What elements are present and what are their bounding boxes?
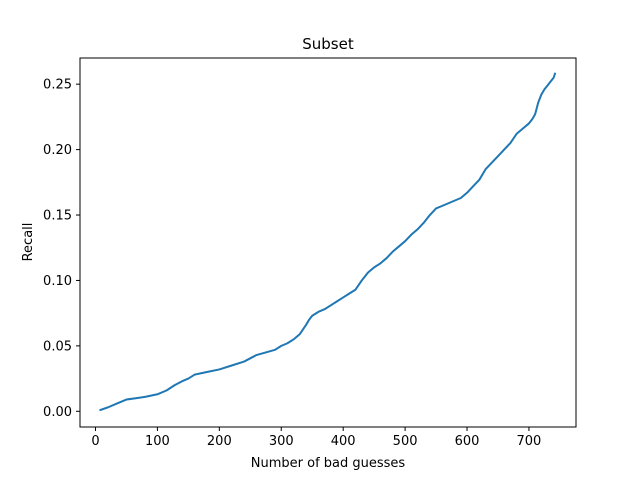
x-tick-label: 400 bbox=[331, 434, 356, 449]
y-axis-label: Recall bbox=[21, 223, 36, 262]
y-axis-ticks: 0.00 0.05 0.10 0.15 0.20 0.25 bbox=[43, 78, 80, 420]
y-tick-label: 0.00 bbox=[43, 405, 72, 420]
x-tick-label: 0 bbox=[91, 434, 99, 449]
y-tick-label: 0.10 bbox=[43, 274, 72, 289]
series-line bbox=[99, 72, 557, 412]
plot-area bbox=[79, 57, 577, 428]
y-tick-label: 0.05 bbox=[43, 339, 72, 354]
x-tick-label: 700 bbox=[517, 434, 542, 449]
x-tick-label: 100 bbox=[145, 434, 170, 449]
chart-title: Subset bbox=[302, 35, 354, 53]
x-tick-label: 500 bbox=[393, 434, 418, 449]
x-axis-ticks: 0 100 200 300 400 500 600 700 bbox=[91, 427, 541, 449]
x-tick-label: 200 bbox=[207, 434, 232, 449]
y-tick-label: 0.15 bbox=[43, 209, 72, 224]
y-tick-label: 0.20 bbox=[43, 143, 72, 158]
x-tick-label: 300 bbox=[269, 434, 294, 449]
x-axis-label: Number of bad guesses bbox=[251, 456, 406, 471]
y-tick-label: 0.25 bbox=[43, 78, 72, 93]
x-tick-label: 600 bbox=[455, 434, 480, 449]
